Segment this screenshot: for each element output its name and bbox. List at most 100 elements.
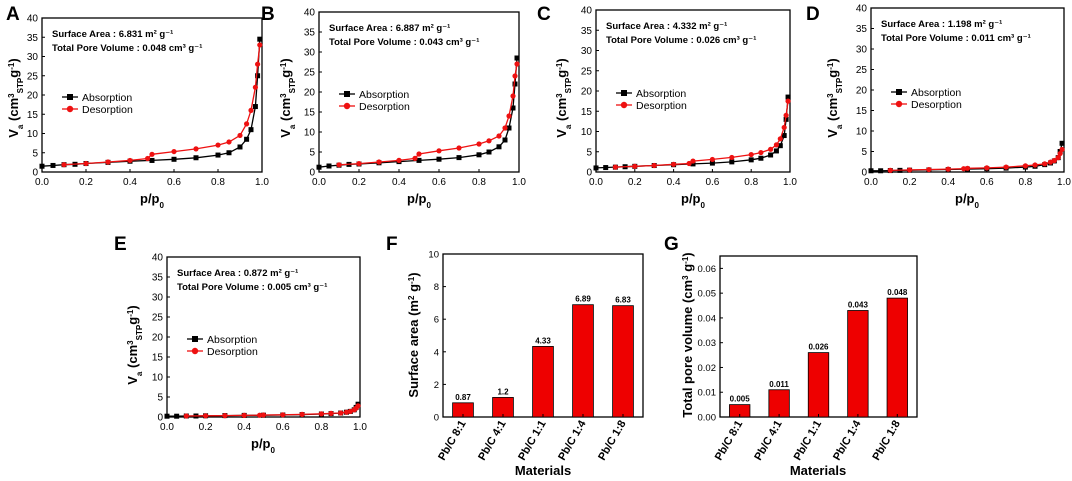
- y-axis-label-F: Surface area (m2 g-1): [406, 272, 421, 397]
- legend-marker: [621, 90, 627, 96]
- panel-letter-B: B: [261, 4, 275, 25]
- data-point: [416, 151, 422, 157]
- label-part: 0: [975, 201, 980, 210]
- legend-label: Desorption: [359, 101, 410, 113]
- label-part: 3: [279, 93, 288, 98]
- y-tick-label: 25: [304, 68, 316, 79]
- data-point: [868, 168, 874, 174]
- label-part: STP: [16, 77, 25, 93]
- legend-marker: [66, 105, 74, 113]
- legend-label: Absorption: [359, 89, 409, 101]
- data-point: [248, 107, 254, 113]
- y-tick-label: 5: [586, 147, 592, 158]
- pore-volume-annotation: Total Pore Volume : 0.026 cm³ g⁻¹: [606, 35, 756, 46]
- bar-value-label: 4.33: [535, 336, 551, 345]
- y-tick-label: 10: [152, 373, 164, 384]
- label-part: STP: [288, 77, 297, 93]
- category-label: Pb/C 1:1: [516, 419, 548, 463]
- x-axis-label-B: p/p0: [407, 191, 432, 210]
- y-axis-label-A: Va (cm3STPg-1): [6, 58, 25, 137]
- data-point: [783, 112, 789, 118]
- bar: [532, 346, 554, 418]
- x-tick-label: 0.8: [744, 177, 758, 188]
- y-tick-label: 5: [32, 148, 38, 159]
- legend-label: Absorption: [911, 87, 961, 99]
- data-point: [1059, 140, 1065, 146]
- x-tick-label: 0.4: [392, 177, 406, 188]
- y-tick-label: 0.03: [698, 338, 717, 349]
- label-part: -1: [279, 62, 288, 70]
- x-tick-label: 0.4: [941, 177, 955, 188]
- label-part: a: [288, 124, 297, 129]
- surface-area-annotation: Surface Area : 6.887 m² g⁻¹: [329, 23, 450, 34]
- panel-letter-F: F: [386, 234, 398, 255]
- data-point: [729, 159, 735, 165]
- data-point: [758, 149, 764, 156]
- label-part: 3: [126, 340, 135, 345]
- plot-frame-A: [41, 17, 263, 173]
- data-point: [781, 124, 787, 131]
- y-axis-label-G: Total pore volume (cm3 g-1): [680, 252, 695, 417]
- legend-marker: [895, 100, 903, 108]
- y-tick-label: 15: [152, 353, 164, 364]
- legend-label: Desorption: [911, 99, 962, 111]
- surface-area-annotation: Surface Area : 6.831 m² g⁻¹: [52, 29, 173, 40]
- data-point: [255, 61, 261, 67]
- bar-value-label: 6.83: [615, 296, 631, 305]
- label-part: STP: [564, 77, 573, 93]
- x-tick-label: 0.2: [628, 177, 642, 188]
- data-point: [226, 150, 232, 156]
- y-tick-label: 35: [152, 273, 164, 284]
- label-part: -1: [126, 309, 135, 317]
- label-part: a: [16, 124, 25, 129]
- data-point: [222, 413, 228, 419]
- data-point: [416, 157, 422, 163]
- label-part: g: [554, 70, 569, 78]
- data-point: [436, 156, 442, 162]
- y-tick-label: 20: [152, 333, 164, 344]
- x-tick-label: 0.6: [705, 177, 719, 188]
- data-point: [347, 408, 353, 414]
- data-point: [690, 161, 696, 167]
- pore-volume-annotation: Total Pore Volume : 0.048 cm³ g⁻¹: [52, 43, 202, 54]
- pore-volume-annotation: Total Pore Volume : 0.011 cm³ g⁻¹: [881, 33, 1031, 44]
- data-point: [785, 98, 791, 104]
- bar-value-label: 0.043: [848, 300, 869, 309]
- y-tick-label: 15: [304, 108, 316, 119]
- label-part: (cm: [278, 98, 293, 125]
- y-tick-label: 0.05: [698, 289, 717, 300]
- data-point: [486, 138, 492, 144]
- data-point: [506, 113, 512, 119]
- label-part: a: [135, 371, 144, 376]
- data-point: [748, 157, 754, 163]
- y-axis-label-D: Va (cm3STPg-1): [825, 58, 844, 137]
- label-part: g: [278, 70, 293, 78]
- data-point: [1059, 146, 1065, 153]
- y-tick-label: 6: [434, 315, 439, 326]
- label-part: p/p: [681, 191, 701, 206]
- label-part: ): [6, 58, 21, 62]
- legend-marker: [896, 89, 902, 95]
- data-point: [709, 156, 716, 163]
- label-part: a: [835, 124, 844, 129]
- y-tick-label: 5: [157, 393, 163, 404]
- x-tick-label: 0.0: [589, 177, 603, 188]
- label-part: ): [406, 272, 421, 276]
- x-axis-label-F: Materials: [515, 463, 571, 478]
- data-point: [226, 139, 232, 145]
- category-label: Pb/C 8:1: [436, 419, 468, 463]
- y-tick-label: 0: [309, 168, 315, 179]
- label-part: 3: [555, 93, 564, 98]
- data-point: [773, 148, 779, 154]
- data-point: [709, 160, 715, 166]
- label-part: (cm: [554, 98, 569, 125]
- label-part: 0: [427, 201, 432, 210]
- data-point: [777, 136, 783, 142]
- bar: [612, 305, 634, 418]
- data-point: [61, 162, 67, 168]
- y-tick-label: 35: [856, 24, 868, 35]
- y-axis-label-C: Va (cm3STPg-1): [554, 58, 573, 137]
- y-tick-label: 2: [434, 380, 439, 391]
- data-point: [356, 161, 362, 167]
- y-tick-label: 30: [856, 45, 868, 56]
